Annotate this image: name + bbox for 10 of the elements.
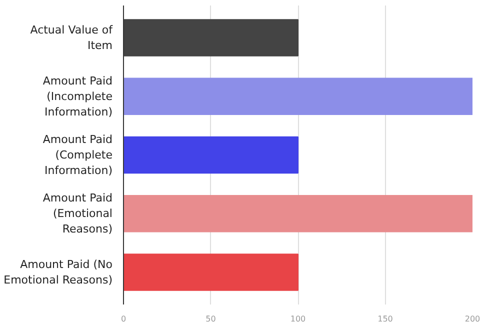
y-tick-label: Actual Value of Item — [30, 23, 114, 52]
x-tick-label: 100 — [290, 314, 306, 324]
x-tick-label: 0 — [120, 314, 126, 324]
x-tick-label: 200 — [464, 314, 480, 324]
y-tick-label: Amount Paid (Incomplete Information) — [42, 74, 113, 118]
y-tick-label: Amount Paid (Complete Information) — [42, 132, 113, 178]
y-tick-label: Amount Paid (No Emotional Reasons) — [4, 258, 113, 287]
x-tick-label: 150 — [378, 314, 393, 324]
x-tick-label: 50 — [206, 314, 216, 324]
y-tick-label: Amount Paid (Emotional Reasons) — [42, 192, 113, 236]
